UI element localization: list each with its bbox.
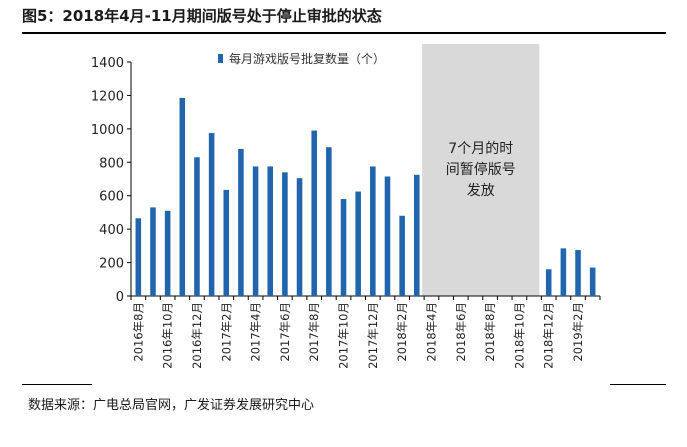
bar-2017-04	[252, 166, 259, 296]
source-note: 数据来源：广电总局官网，广发证券发展研究中心	[28, 398, 315, 413]
y-tick-label: 1200	[91, 89, 124, 104]
bar-2016-11	[179, 97, 186, 296]
annotation-line: 7个月的时	[448, 141, 513, 157]
bar-2016-08	[135, 218, 142, 296]
x-tick-label: 2016年8月	[131, 302, 145, 362]
y-tick-label: 0	[116, 290, 124, 305]
bar-2016-09	[150, 207, 156, 296]
bar-2016-10	[164, 210, 171, 296]
pause-period-shade	[422, 44, 540, 296]
bars	[135, 97, 596, 296]
legend-swatch	[218, 54, 223, 63]
x-tick-label: 2017年12月	[366, 302, 380, 369]
y-tick-label: 1000	[91, 123, 124, 138]
x-tick-labels: 2016年8月 2016年10月 2016年12月 2017年2月 2017年4月 201…	[131, 302, 585, 369]
bar-2017-12	[370, 166, 376, 296]
bar-2017-06	[282, 172, 288, 296]
x-tick-label: 2018年8月	[483, 302, 497, 362]
source-rule-right	[610, 384, 666, 385]
x-tick-label: 2018年4月	[424, 302, 438, 362]
bar-2017-11	[355, 191, 361, 296]
bar-2018-03	[414, 174, 420, 296]
x-tick-label: 2018年12月	[542, 302, 556, 369]
bar-2017-10	[340, 199, 347, 296]
bar-2017-03	[238, 148, 244, 296]
y-tick-label: 800	[99, 156, 124, 171]
annotation-line: 发放	[467, 183, 495, 199]
bar-2017-08	[311, 130, 317, 296]
x-tick-label: 2018年2月	[395, 302, 409, 362]
x-tick-label: 2016年10月	[161, 302, 175, 369]
x-tick-label: 2017年6月	[278, 302, 292, 362]
source-rule-left	[22, 384, 92, 385]
bar-2018-01	[384, 176, 391, 296]
legend: 每月游戏版号批复数量（个）	[218, 51, 385, 66]
y-tick-label: 600	[99, 190, 124, 205]
y-tick-label: 200	[99, 257, 124, 272]
figure-title: 图5：2018年4月-11月期间版号处于停止审批的状态	[22, 7, 382, 25]
x-tick-label: 2018年10月	[512, 302, 526, 369]
x-tick-label: 2018年6月	[454, 302, 468, 362]
legend-label: 每月游戏版号批复数量（个）	[229, 51, 385, 66]
bar-2019-02	[575, 250, 581, 296]
bar-2018-12	[545, 269, 552, 296]
bar-2018-02	[399, 215, 405, 296]
bar-2017-05	[267, 166, 274, 296]
bar-2017-02	[223, 189, 230, 296]
x-tick-label: 2019年2月	[571, 302, 585, 362]
bar-2017-09	[326, 147, 332, 296]
x-tick-label: 2017年10月	[337, 302, 351, 369]
bar-2019-03	[589, 267, 596, 296]
x-tick-label: 2017年4月	[249, 302, 263, 362]
x-tick-label: 2017年2月	[219, 302, 233, 362]
title-rule	[22, 32, 666, 34]
x-tick-label: 2017年8月	[307, 302, 321, 362]
y-tick-label: 400	[99, 223, 124, 238]
bar-2017-07	[296, 178, 303, 296]
bar-2016-12	[194, 157, 200, 296]
x-tick-label: 2016年12月	[190, 302, 204, 369]
annotation-line: 间暂停版号	[446, 161, 516, 178]
bar-2019-01	[560, 248, 567, 296]
y-tick-label: 1400	[91, 56, 124, 71]
bar-2017-01	[208, 133, 215, 296]
